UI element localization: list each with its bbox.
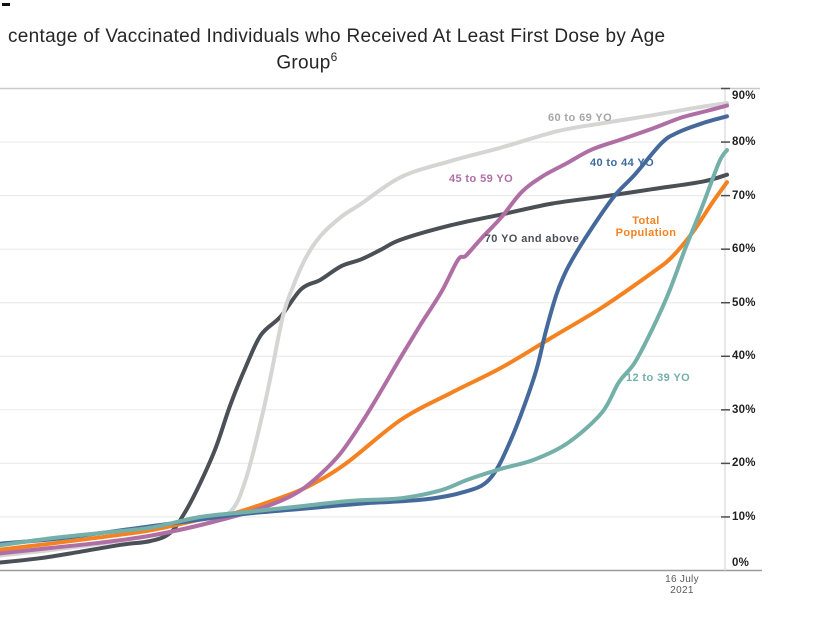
series-line-total-population: [0, 180, 729, 552]
series-line-60-to-69-yo: [0, 101, 729, 558]
chart-title-line2: Group6: [0, 50, 614, 74]
series-line-12-to-39-yo: [0, 148, 729, 548]
chart-title-line2-text: Group: [276, 52, 331, 74]
clipped-mark: [2, 3, 10, 6]
chart-title-line1: centage of Vaccinated Individuals who Re…: [8, 26, 666, 47]
series-line-45-to-59-yo: [0, 103, 729, 556]
chart-title-footnote-ref: 6: [330, 50, 338, 64]
series-line-40-to-44-yo: [0, 114, 729, 546]
series-line-70-yo-and-above: [0, 172, 729, 565]
